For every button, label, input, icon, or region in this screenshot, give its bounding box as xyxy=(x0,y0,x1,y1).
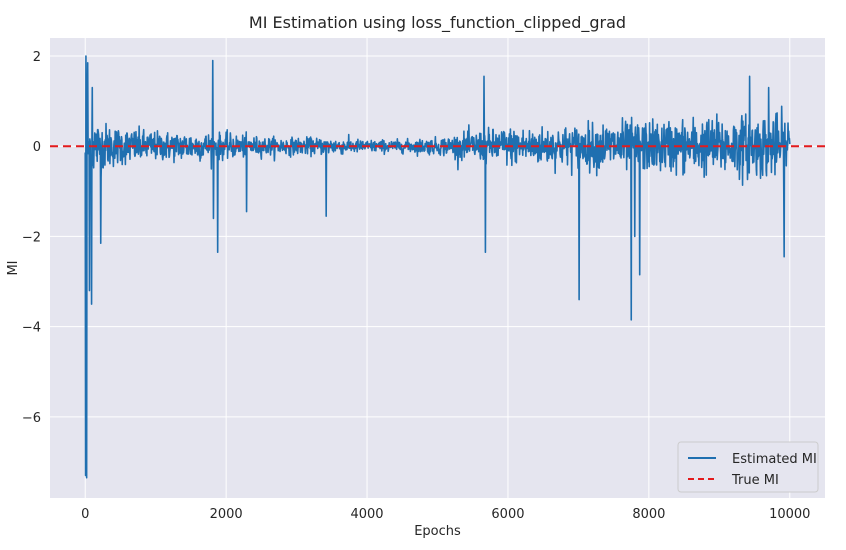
x-ticks: 0 2000 4000 6000 8000 10000 xyxy=(81,507,810,522)
x-tick-label: 2000 xyxy=(210,507,243,522)
y-tick-label: −4 xyxy=(22,321,41,336)
x-tick-label: 0 xyxy=(81,507,89,522)
y-tick-label: 0 xyxy=(33,140,41,155)
x-tick-label: 4000 xyxy=(350,507,383,522)
y-axis-label: MI xyxy=(6,260,21,275)
x-tick-label: 10000 xyxy=(769,507,810,522)
legend: Estimated MI True MI xyxy=(677,441,819,493)
x-tick-label: 6000 xyxy=(491,507,524,522)
plot-area xyxy=(50,55,825,479)
x-tick-label: 8000 xyxy=(632,507,665,522)
y-tick-label: −6 xyxy=(22,411,41,426)
y-tick-label: −2 xyxy=(22,230,41,245)
x-axis-label: Epochs xyxy=(414,524,461,539)
legend-label-estimated-mi: Estimated MI xyxy=(732,452,817,467)
plot-background xyxy=(50,38,825,498)
series-estimated-mi-line xyxy=(84,55,791,479)
legend-label-true-mi: True MI xyxy=(731,473,779,488)
chart-title: MI Estimation using loss_function_clippe… xyxy=(249,13,626,33)
y-tick-label: 2 xyxy=(33,50,41,65)
grid xyxy=(50,38,825,498)
y-ticks: 2 0 −2 −4 −6 xyxy=(22,50,41,426)
